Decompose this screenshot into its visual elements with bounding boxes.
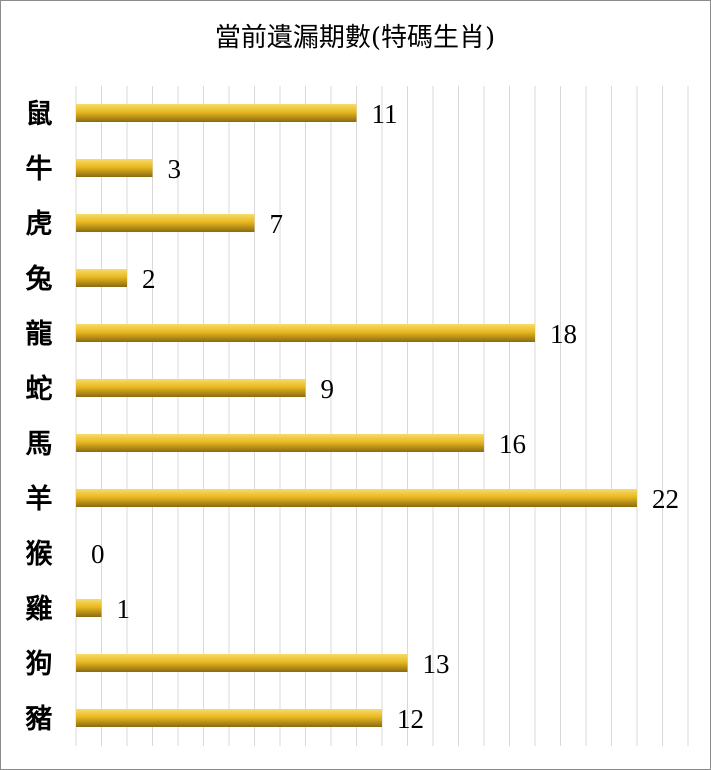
category-label: 兔 [26, 264, 53, 295]
category-label: 馬 [26, 429, 53, 460]
category-label: 狗 [26, 649, 53, 680]
bar [76, 324, 535, 342]
data-label: 16 [499, 429, 526, 459]
category-label: 龍 [26, 318, 53, 350]
bar [76, 654, 408, 672]
category-label: 牛 [26, 154, 53, 185]
gridlines [75, 86, 689, 746]
data-label: 11 [372, 99, 398, 129]
bar [76, 489, 637, 507]
data-label: 1 [117, 594, 131, 624]
data-label: 9 [321, 374, 335, 404]
data-label: 3 [168, 154, 182, 184]
bar [76, 104, 357, 122]
data-label: 12 [397, 704, 424, 734]
category-label: 鼠 [26, 99, 53, 130]
category-label: 虎 [26, 209, 53, 240]
bar [76, 379, 306, 397]
bars [76, 104, 637, 727]
data-label: 0 [91, 539, 105, 569]
category-label: 羊 [26, 483, 53, 515]
category-label: 雞 [25, 594, 53, 625]
data-label: 22 [652, 484, 679, 514]
bar [76, 599, 102, 617]
chart-title: 當前遺漏期數(特碼生肖) [215, 23, 495, 53]
category-label: 猴 [26, 539, 54, 570]
data-label: 18 [550, 319, 577, 349]
bar [76, 434, 484, 452]
data-label: 7 [270, 209, 284, 239]
data-label: 2 [142, 264, 156, 294]
bar [76, 214, 255, 232]
data-label: 13 [423, 649, 450, 679]
bar [76, 709, 382, 727]
category-label: 蛇 [26, 373, 53, 405]
bar [76, 269, 127, 287]
bar [76, 159, 153, 177]
category-label: 豬 [26, 704, 53, 735]
